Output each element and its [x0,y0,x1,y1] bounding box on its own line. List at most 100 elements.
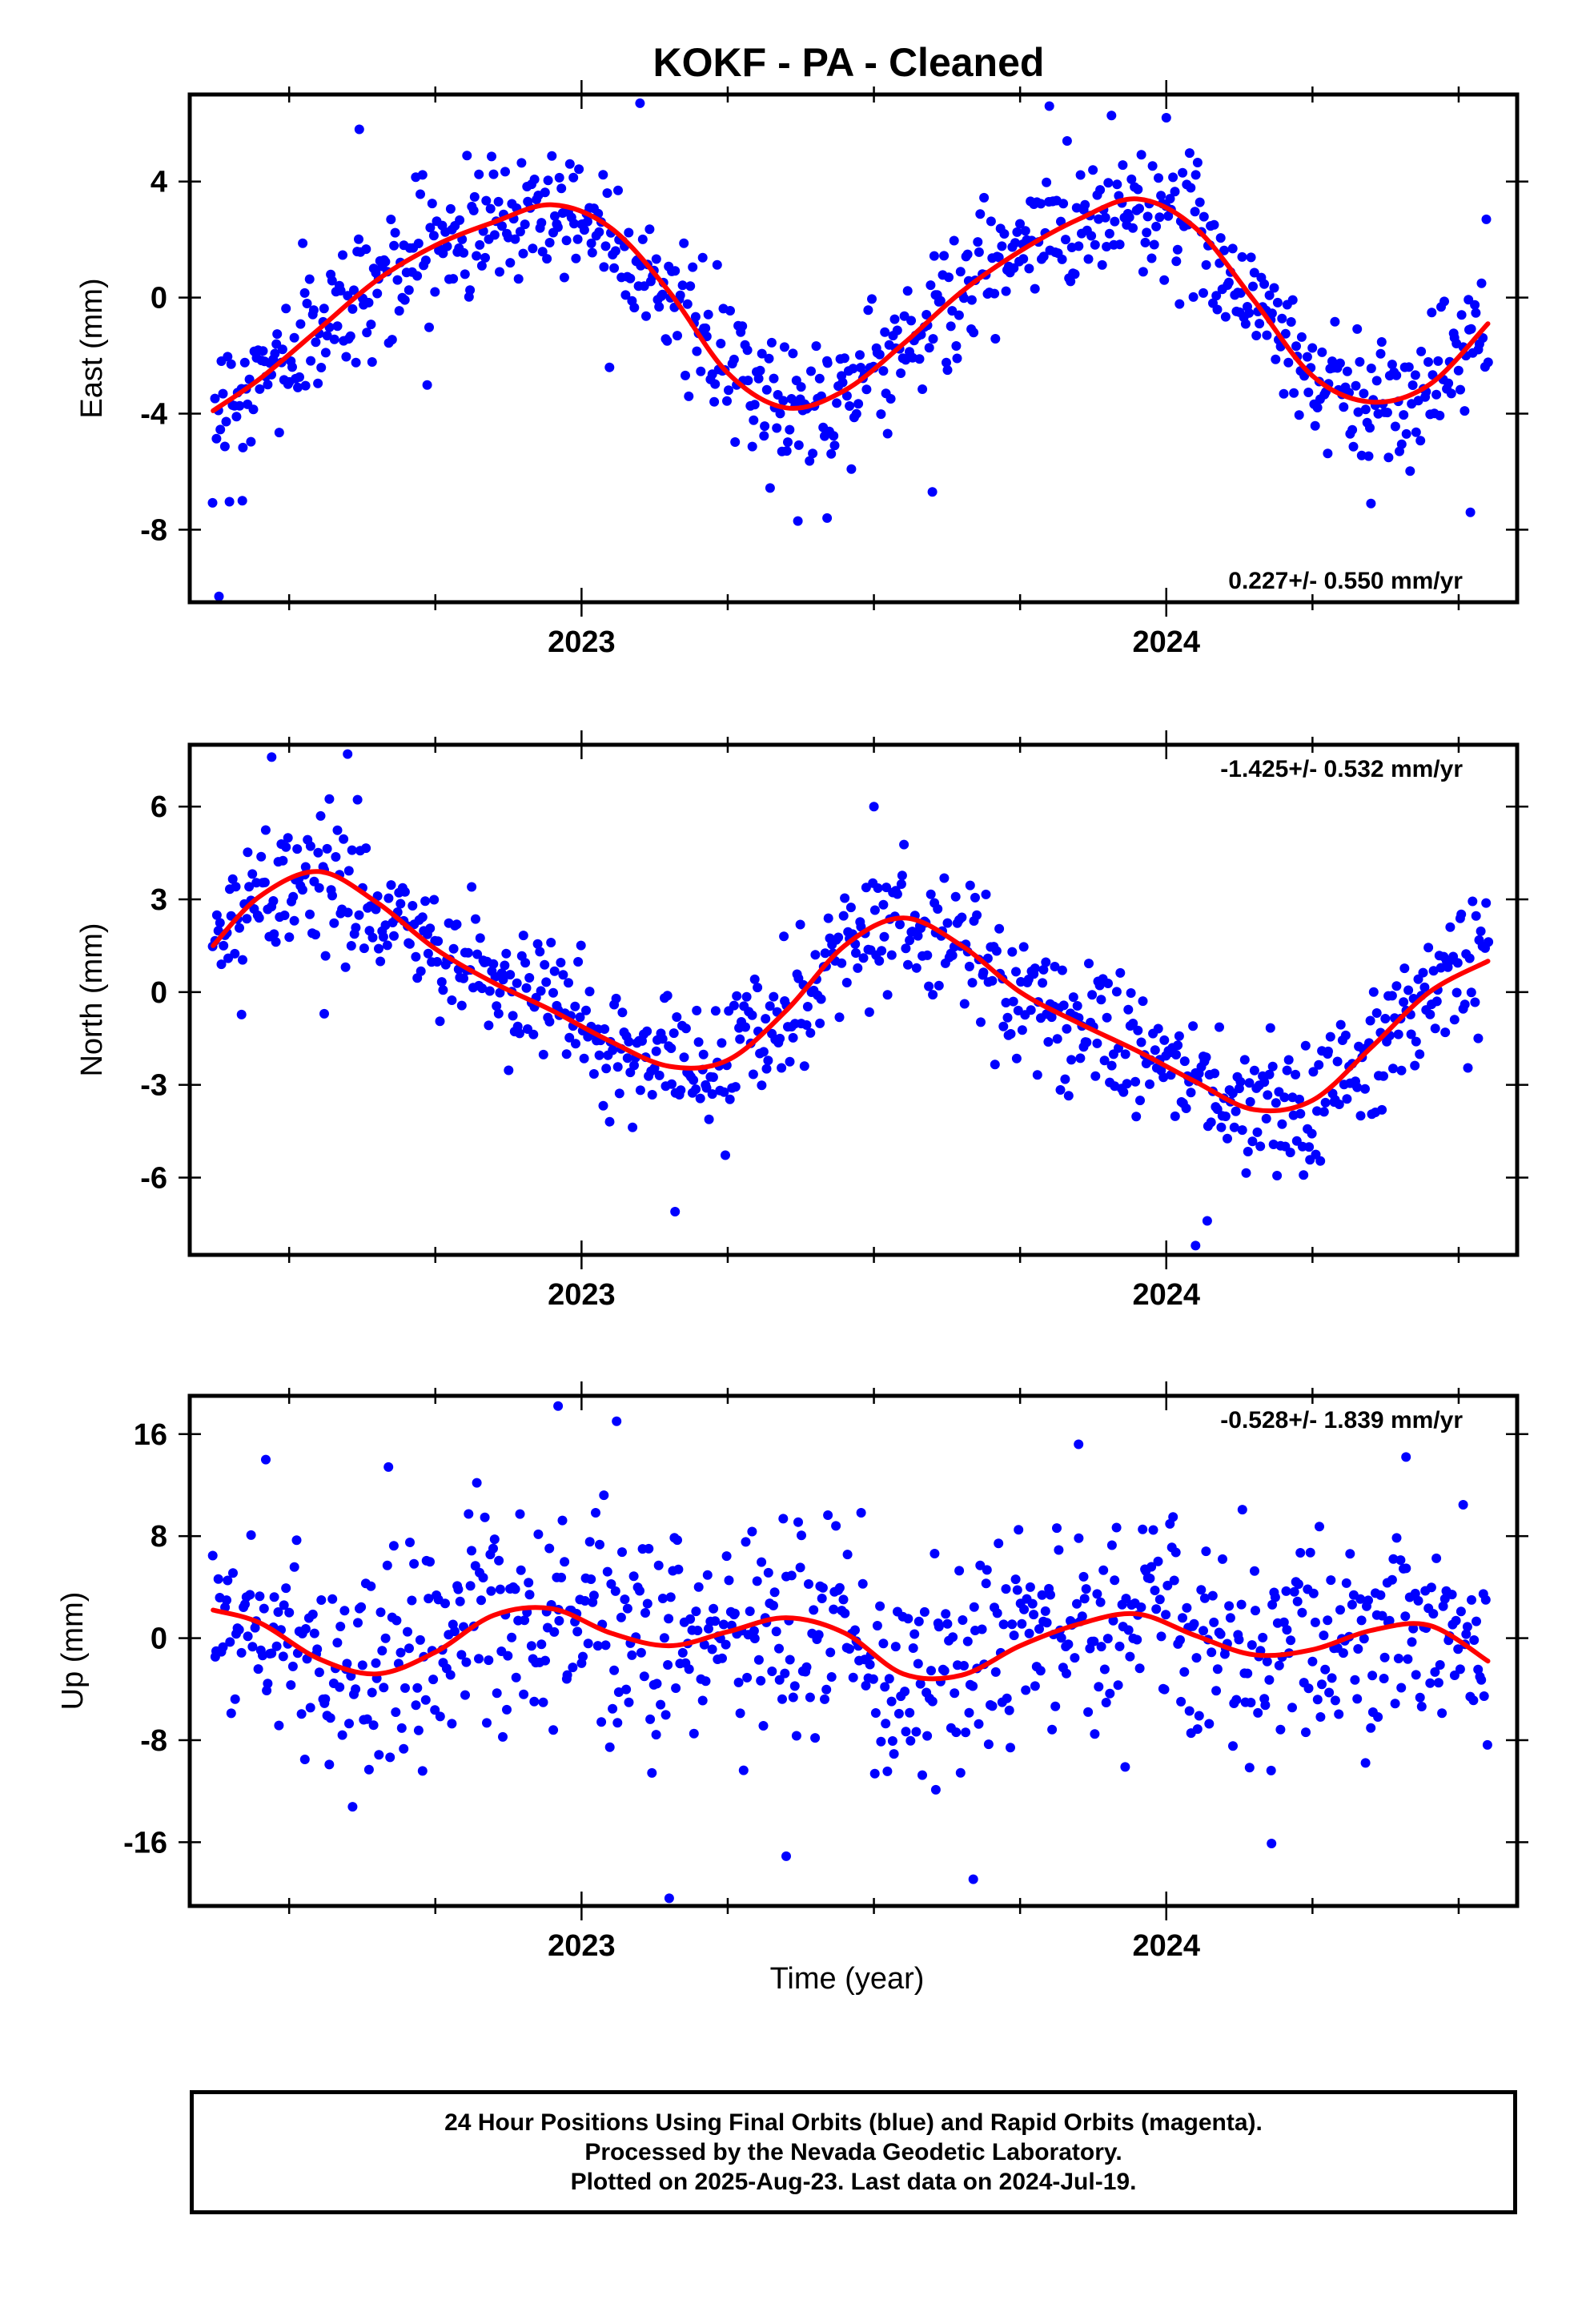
east-data-point [783,437,793,448]
east-data-point [515,227,525,237]
up-data-point [1121,1594,1131,1604]
north-data-point [1418,967,1428,978]
east-data-point [1024,263,1034,274]
up-data-point [240,1599,250,1610]
north-data-point [820,948,830,959]
up-data-point [1225,1613,1235,1623]
north-data-point [717,1038,727,1048]
up-data-point [875,1601,885,1611]
north-data-point [429,895,440,905]
east-data-point [999,229,1010,239]
north-data-point [1001,998,1011,1007]
east-data-point [1244,308,1255,318]
north-data-point [235,923,244,933]
up-data-point [1136,1602,1146,1612]
east-data-point [1396,439,1407,449]
north-data-point [662,991,673,1001]
north-data-point [1259,1077,1270,1088]
up-data-point [717,1653,727,1663]
north-data-point [965,880,975,891]
up-data-point [886,1696,897,1707]
east-data-point [1483,357,1493,368]
east-data-point [1223,277,1234,287]
up-data-point [788,1692,798,1703]
north-data-point [343,907,353,918]
up-data-point [1090,1729,1100,1739]
up-data-point [1267,1599,1278,1610]
north-data-point [343,749,353,759]
up-data-point [1134,1663,1145,1674]
east-data-point [338,250,347,260]
north-data-point [347,845,357,855]
north-data-point [267,752,277,762]
east-data-point [1356,450,1367,460]
east-data-point [906,316,917,326]
up-data-point [367,1687,377,1698]
north-data-point [611,993,621,1003]
north-data-point [1464,953,1475,963]
east-data-point [863,305,873,316]
east-data-point [599,262,609,272]
up-data-point [1211,1686,1222,1696]
up-data-point [456,1650,467,1660]
north-data-point [1261,1113,1271,1124]
up-data-point [1092,1589,1102,1599]
east-data-point [1219,245,1229,255]
east-data-point [1302,352,1312,362]
up-data-point [628,1571,639,1582]
up-data-point [1209,1617,1219,1627]
up-data-point [484,1655,494,1666]
east-data-point [569,219,579,229]
up-data-point [905,1735,916,1746]
up-data-point [975,1560,986,1570]
east-data-point [1255,319,1265,329]
up-data-point [780,1668,790,1679]
up-data-point [1451,1615,1461,1626]
up-data-point [435,1711,445,1722]
up-data-point [813,1630,824,1640]
east-data-point [335,286,346,296]
north-data-point [1099,1055,1110,1066]
up-data-point [709,1603,719,1614]
east-data-point [246,436,256,447]
north-data-point [1263,1090,1273,1100]
up-data-point [1476,1675,1487,1685]
up-data-point [279,1600,289,1610]
east-data-point [1303,388,1314,397]
up-data-point [1228,1741,1238,1751]
up-data-point [1462,1622,1472,1632]
up-data-point [588,1590,599,1601]
east-data-point [682,299,693,309]
north-data-point [698,1049,709,1059]
up-data-point [962,1636,973,1647]
north-data-point [1008,996,1018,1007]
east-data-point [969,328,979,338]
east-data-point [516,158,527,168]
up-data-point [1297,1607,1307,1618]
east-data-point [211,433,222,444]
east-data-point [327,275,337,286]
east-data-point [1212,304,1223,315]
north-data-point [1041,957,1051,967]
north-data-point [463,947,473,958]
east-data-point [316,363,327,372]
north-data-point [838,911,849,921]
east-data-point [1001,286,1011,296]
east-data-point [311,337,321,348]
east-data-point [598,170,608,180]
up-data-point [1237,1505,1247,1515]
east-data-point [899,311,909,321]
north-data-point [498,975,508,985]
north-data-point [1340,1030,1351,1040]
up-data-point [697,1695,708,1706]
east-data-point [1168,172,1178,183]
north-y-tick-label: 3 [151,883,167,917]
east-data-point [769,373,779,384]
north-data-point [1171,1050,1181,1059]
up-data-point [1182,1602,1192,1613]
north-data-point [367,932,378,943]
up-data-point [1293,1579,1303,1590]
east-data-point [1015,219,1025,229]
north-data-point [763,1055,773,1066]
up-data-point [954,1566,965,1576]
